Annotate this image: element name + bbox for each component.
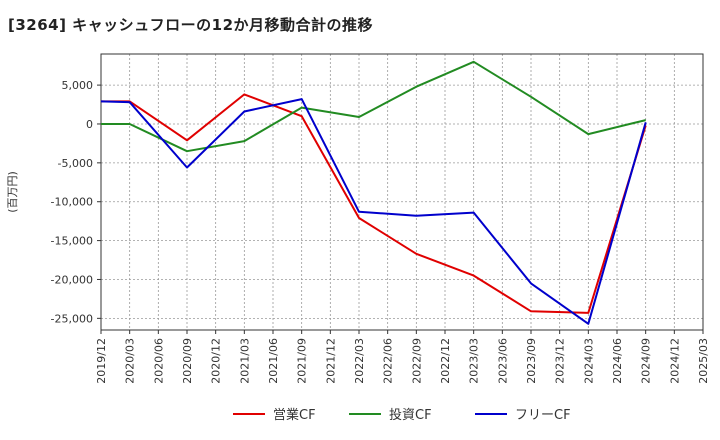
grid: [100, 54, 704, 330]
x-tick-label: 2020/12: [210, 338, 223, 384]
plot-frame: [100, 53, 704, 331]
legend: 営業CF 投資CF フリーCF: [233, 407, 571, 423]
y-axis-label: (百万円): [6, 171, 19, 213]
x-tick-label: 2022/09: [410, 338, 423, 384]
x-tick-label: 2021/06: [267, 338, 280, 384]
x-tick-label: 2024/12: [668, 338, 681, 384]
y-tick-label: -5,000: [58, 157, 93, 170]
y-tick-label: 0: [86, 118, 93, 131]
x-tick-label: 2024/09: [640, 338, 653, 384]
x-tick-label: 2021/12: [324, 338, 337, 384]
x-tick-label: 2020/09: [181, 338, 194, 384]
series: [100, 60, 647, 325]
series-line-1: [101, 93, 647, 314]
y-tick-label: -25,000: [51, 312, 93, 325]
x-tick-label: 2022/03: [353, 338, 366, 384]
x-tick-label: 2023/06: [496, 338, 509, 384]
y-tick-label: -20,000: [51, 273, 93, 286]
x-tick-label: 2025/03: [697, 338, 710, 384]
chart-title: [3264] キャッシュフローの12か月移動合計の推移: [8, 16, 374, 34]
x-tick-label: 2024/06: [611, 338, 624, 384]
y-axis-ticks: 5,000 0 -5,000 -10,000 -15,000 -20,000 -25,000: [51, 79, 101, 325]
y-tick-label: 5,000: [62, 79, 94, 92]
x-tick-label: 2023/12: [554, 338, 567, 384]
legend-label-2: 投資CF: [389, 407, 432, 423]
x-tick-label: 2023/09: [525, 338, 538, 384]
x-tick-label: 2019/12: [95, 338, 108, 384]
x-tick-label: 2021/03: [238, 338, 251, 384]
x-axis-ticks: 2019/12 2020/03 2020/06 2020/09 2020/12 2021/…: [95, 330, 710, 384]
x-tick-label: 2020/03: [124, 338, 137, 384]
legend-label-3: フリーCF: [515, 408, 571, 423]
y-tick-label: -10,000: [51, 196, 93, 209]
y-tick-label: -15,000: [51, 235, 93, 248]
legend-label-1: 営業CF: [273, 407, 316, 423]
x-tick-label: 2021/09: [296, 338, 309, 384]
series-line-3: [100, 98, 647, 325]
x-tick-label: 2024/03: [582, 338, 595, 384]
x-tick-label: 2023/03: [468, 338, 481, 384]
x-tick-label: 2022/06: [382, 338, 395, 384]
x-tick-label: 2022/12: [439, 338, 452, 384]
x-tick-label: 2020/06: [152, 338, 165, 384]
